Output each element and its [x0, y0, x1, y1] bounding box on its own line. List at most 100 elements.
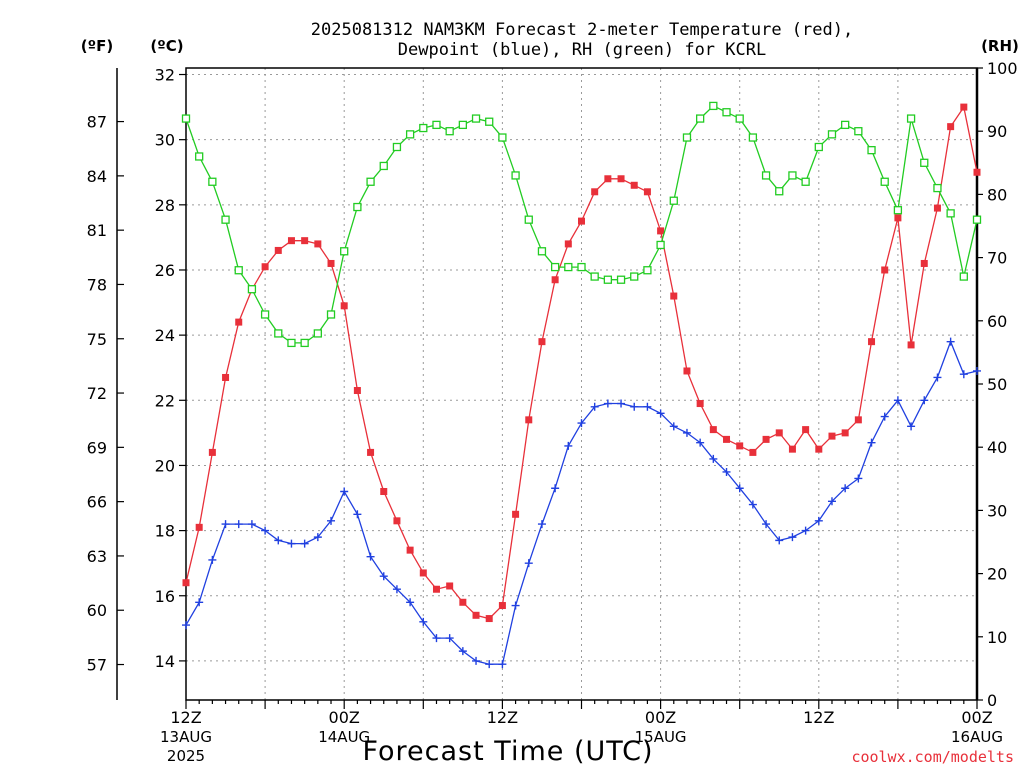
rh-point: [616, 275, 626, 284]
rh-point: [340, 247, 349, 256]
temperature-point: [301, 237, 309, 245]
unit-label-rh: (RH): [981, 37, 1019, 55]
rh-point: [893, 206, 903, 215]
credit-text: coolwx.com/modelts: [851, 748, 1014, 766]
temperature-point: [604, 175, 612, 183]
x-tick-date-label: 14AUG: [318, 728, 370, 746]
dewpoint-point: [208, 555, 217, 564]
dewpoint-point: [709, 454, 718, 463]
rh-point: [498, 133, 507, 142]
x-tick-date-label: 13AUG: [160, 728, 212, 746]
dewpoint-point: [603, 399, 612, 408]
celsius-tick-label: 16: [155, 587, 175, 606]
unit-label-celsius: (ºC): [150, 37, 183, 55]
rh-point: [524, 215, 533, 224]
chart-title-line2: Dewpoint (blue), RH (green) for KCRL: [398, 40, 766, 60]
dewpoint-point: [775, 536, 784, 545]
rh-tick-label: 30: [987, 501, 1007, 520]
rh-point: [221, 215, 230, 224]
celsius-tick-label: 26: [155, 261, 175, 280]
rh-point: [392, 142, 402, 152]
temperature-point: [340, 302, 348, 310]
rh-tick-label: 50: [987, 375, 1007, 394]
dewpoint-point: [788, 533, 797, 542]
temperature-point: [894, 214, 902, 222]
x-tick-label: 12Z: [170, 708, 201, 727]
rh-point: [458, 120, 468, 130]
dewpoint-point: [722, 467, 731, 476]
temperature-point: [195, 523, 203, 531]
dewpoint-point: [564, 441, 573, 450]
temperature-point: [578, 217, 585, 225]
celsius-tick-label: 14: [155, 652, 175, 671]
rh-point: [959, 272, 968, 281]
dewpoint-point: [379, 572, 388, 581]
rh-point: [643, 266, 652, 275]
dewpoint-point: [801, 526, 810, 535]
rh-point: [880, 177, 889, 186]
fahrenheit-tick-label: 72: [87, 384, 107, 403]
temperature-point: [208, 448, 216, 456]
rh-point: [577, 262, 586, 272]
rh-point: [920, 158, 929, 167]
temperature-point: [525, 416, 533, 424]
dewpoint-point: [946, 337, 955, 346]
dewpoint-point: [748, 500, 757, 509]
x-tick-date-label: 15AUG: [635, 728, 687, 746]
temperature-point: [327, 259, 335, 267]
dewpoint-point: [247, 520, 256, 529]
dewpoint-point: [537, 520, 546, 529]
series-layer: [181, 101, 982, 669]
dewpoint-point: [392, 585, 401, 594]
dewpoint-point: [458, 647, 467, 656]
rh-tick-label: 60: [987, 312, 1007, 331]
rh-point: [485, 117, 494, 126]
x-tick-date-label: 16AUG: [951, 728, 1003, 746]
fahrenheit-tick-label: 81: [87, 221, 107, 240]
rh-point: [669, 196, 678, 205]
dewpoint-point: [327, 516, 336, 525]
dewpoint-point: [432, 634, 441, 643]
dewpoint-point: [498, 660, 507, 669]
rh-point: [761, 171, 771, 180]
temperature-point: [393, 517, 401, 525]
dewpoint-point: [696, 438, 705, 447]
unit-label-fahrenheit: (ºF): [81, 37, 113, 55]
dewpoint-point: [854, 474, 863, 483]
rh-point: [247, 285, 257, 294]
dewpoint-point: [524, 559, 533, 568]
temperature-point: [261, 263, 269, 271]
rh-point: [260, 310, 270, 319]
rh-point: [854, 127, 863, 136]
temperature-point: [617, 175, 625, 183]
temperature-point: [564, 240, 572, 248]
dewpoint-point: [287, 539, 296, 548]
rh-tick-label: 40: [987, 438, 1007, 457]
fahrenheit-tick-label: 78: [87, 275, 107, 294]
dewpoint-point: [182, 621, 190, 630]
rh-tick-label: 80: [987, 185, 1007, 204]
dewpoint-point: [472, 656, 481, 665]
rh-point: [709, 101, 718, 111]
temperature-point: [182, 579, 190, 587]
temperature-point: [670, 292, 678, 300]
x-tick-label: 00Z: [329, 708, 360, 727]
temperature-point: [696, 400, 704, 408]
dewpoint-point: [445, 634, 454, 643]
dewpoint-point: [261, 526, 270, 535]
celsius-tick-label: 32: [155, 66, 175, 85]
rh-point: [656, 240, 665, 250]
fahrenheit-tick-label: 84: [87, 167, 107, 186]
dewpoint-point: [959, 370, 968, 379]
celsius-tick-label: 22: [155, 391, 175, 410]
rh-point: [274, 329, 283, 338]
rh-tick-label: 20: [987, 565, 1007, 584]
dewpoint-point: [841, 484, 850, 493]
temperature-point: [828, 432, 836, 440]
dewpoint-point: [366, 552, 375, 561]
temperature-point: [353, 387, 361, 395]
temperature-point: [723, 435, 731, 443]
rh-point: [933, 183, 942, 193]
rh-tick-label: 70: [987, 249, 1007, 268]
celsius-tick-label: 18: [155, 522, 175, 541]
